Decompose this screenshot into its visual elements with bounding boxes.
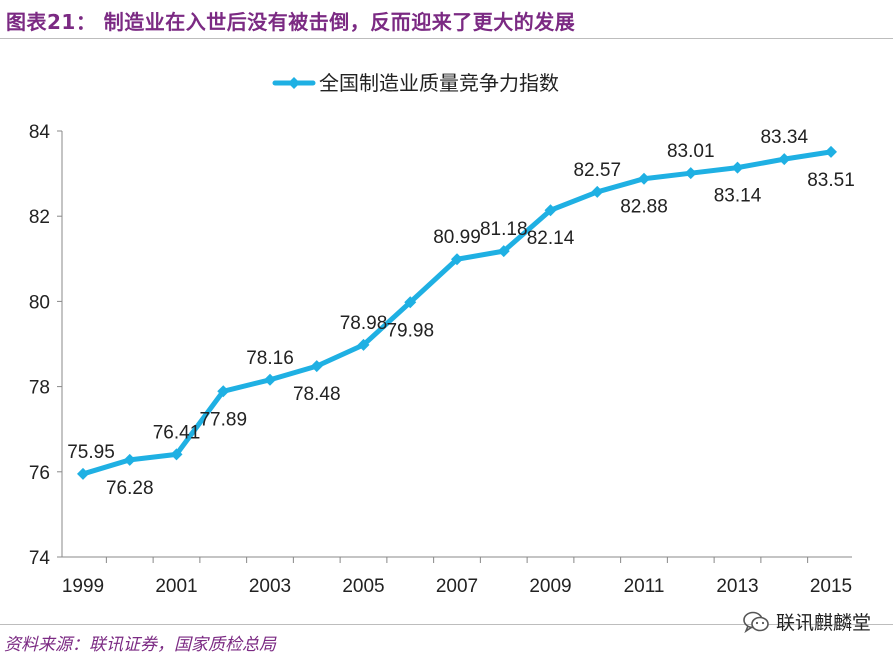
figure-title: 图表21： 制造业在入世后没有被击倒，反而迎来了更大的发展 (6, 10, 576, 34)
data-point (217, 385, 230, 398)
y-tick-label: 80 (29, 292, 50, 313)
title-divider (0, 38, 893, 39)
x-tick-label: 2009 (529, 576, 571, 597)
data-label: 78.48 (293, 384, 341, 405)
y-tick-label: 78 (29, 378, 50, 399)
data-point (357, 338, 370, 351)
data-point (778, 153, 791, 166)
legend-label: 全国制造业质量竞争力指数 (319, 72, 559, 95)
data-label: 76.41 (153, 422, 201, 443)
data-point (684, 167, 697, 180)
x-tick-label: 2001 (155, 576, 197, 597)
data-label: 78.16 (246, 348, 294, 369)
data-label: 82.14 (527, 228, 575, 249)
data-point (310, 360, 323, 373)
data-label: 82.57 (573, 160, 621, 181)
data-label: 83.14 (714, 186, 762, 207)
data-label: 77.89 (199, 409, 247, 430)
data-point (591, 185, 604, 198)
data-point (123, 453, 136, 466)
data-point (404, 296, 417, 309)
data-label: 80.99 (433, 227, 481, 248)
data-point (77, 467, 89, 480)
x-tick-label: 2013 (716, 576, 758, 597)
x-tick-label: 2011 (624, 576, 665, 597)
x-tick-label: 2005 (342, 576, 384, 597)
data-label: 75.95 (67, 442, 115, 463)
data-point (264, 373, 276, 386)
source-note: 资料来源：联讯证券，国家质检总局 (4, 635, 276, 655)
x-tick-label: 2007 (436, 576, 478, 597)
line-chart: 74 76 78 80 82 84 1999 2001 2003 2005 2007 2009 2011… (29, 72, 855, 597)
data-label: 76.28 (106, 478, 154, 499)
watermark-text: 联讯麒麟堂 (775, 612, 871, 634)
x-tick-label: 2015 (810, 576, 852, 597)
data-label: 78.98 (340, 313, 388, 334)
data-point (497, 245, 510, 258)
data-label: 83.51 (807, 170, 855, 191)
y-tick-label: 82 (29, 207, 50, 228)
x-tick-label: 2003 (249, 576, 291, 597)
data-point (170, 448, 183, 461)
data-label: 82.88 (620, 197, 668, 218)
y-tick-label: 74 (29, 548, 51, 569)
data-point (544, 204, 557, 217)
data-point (825, 145, 837, 158)
source-divider (0, 624, 893, 625)
data-label: 83.34 (760, 127, 808, 148)
data-label: 79.98 (386, 320, 434, 341)
x-tick-label: 1999 (62, 576, 104, 597)
data-label: 81.18 (480, 219, 528, 240)
data-point (638, 172, 650, 185)
y-tick-label: 84 (29, 122, 51, 143)
legend-marker (288, 77, 300, 89)
wechat-icon (743, 611, 769, 633)
watermark: 联讯麒麟堂 (742, 608, 871, 635)
data-point (731, 161, 744, 174)
data-label: 83.01 (667, 141, 715, 162)
data-point (451, 253, 463, 266)
y-tick-label: 76 (29, 463, 50, 484)
